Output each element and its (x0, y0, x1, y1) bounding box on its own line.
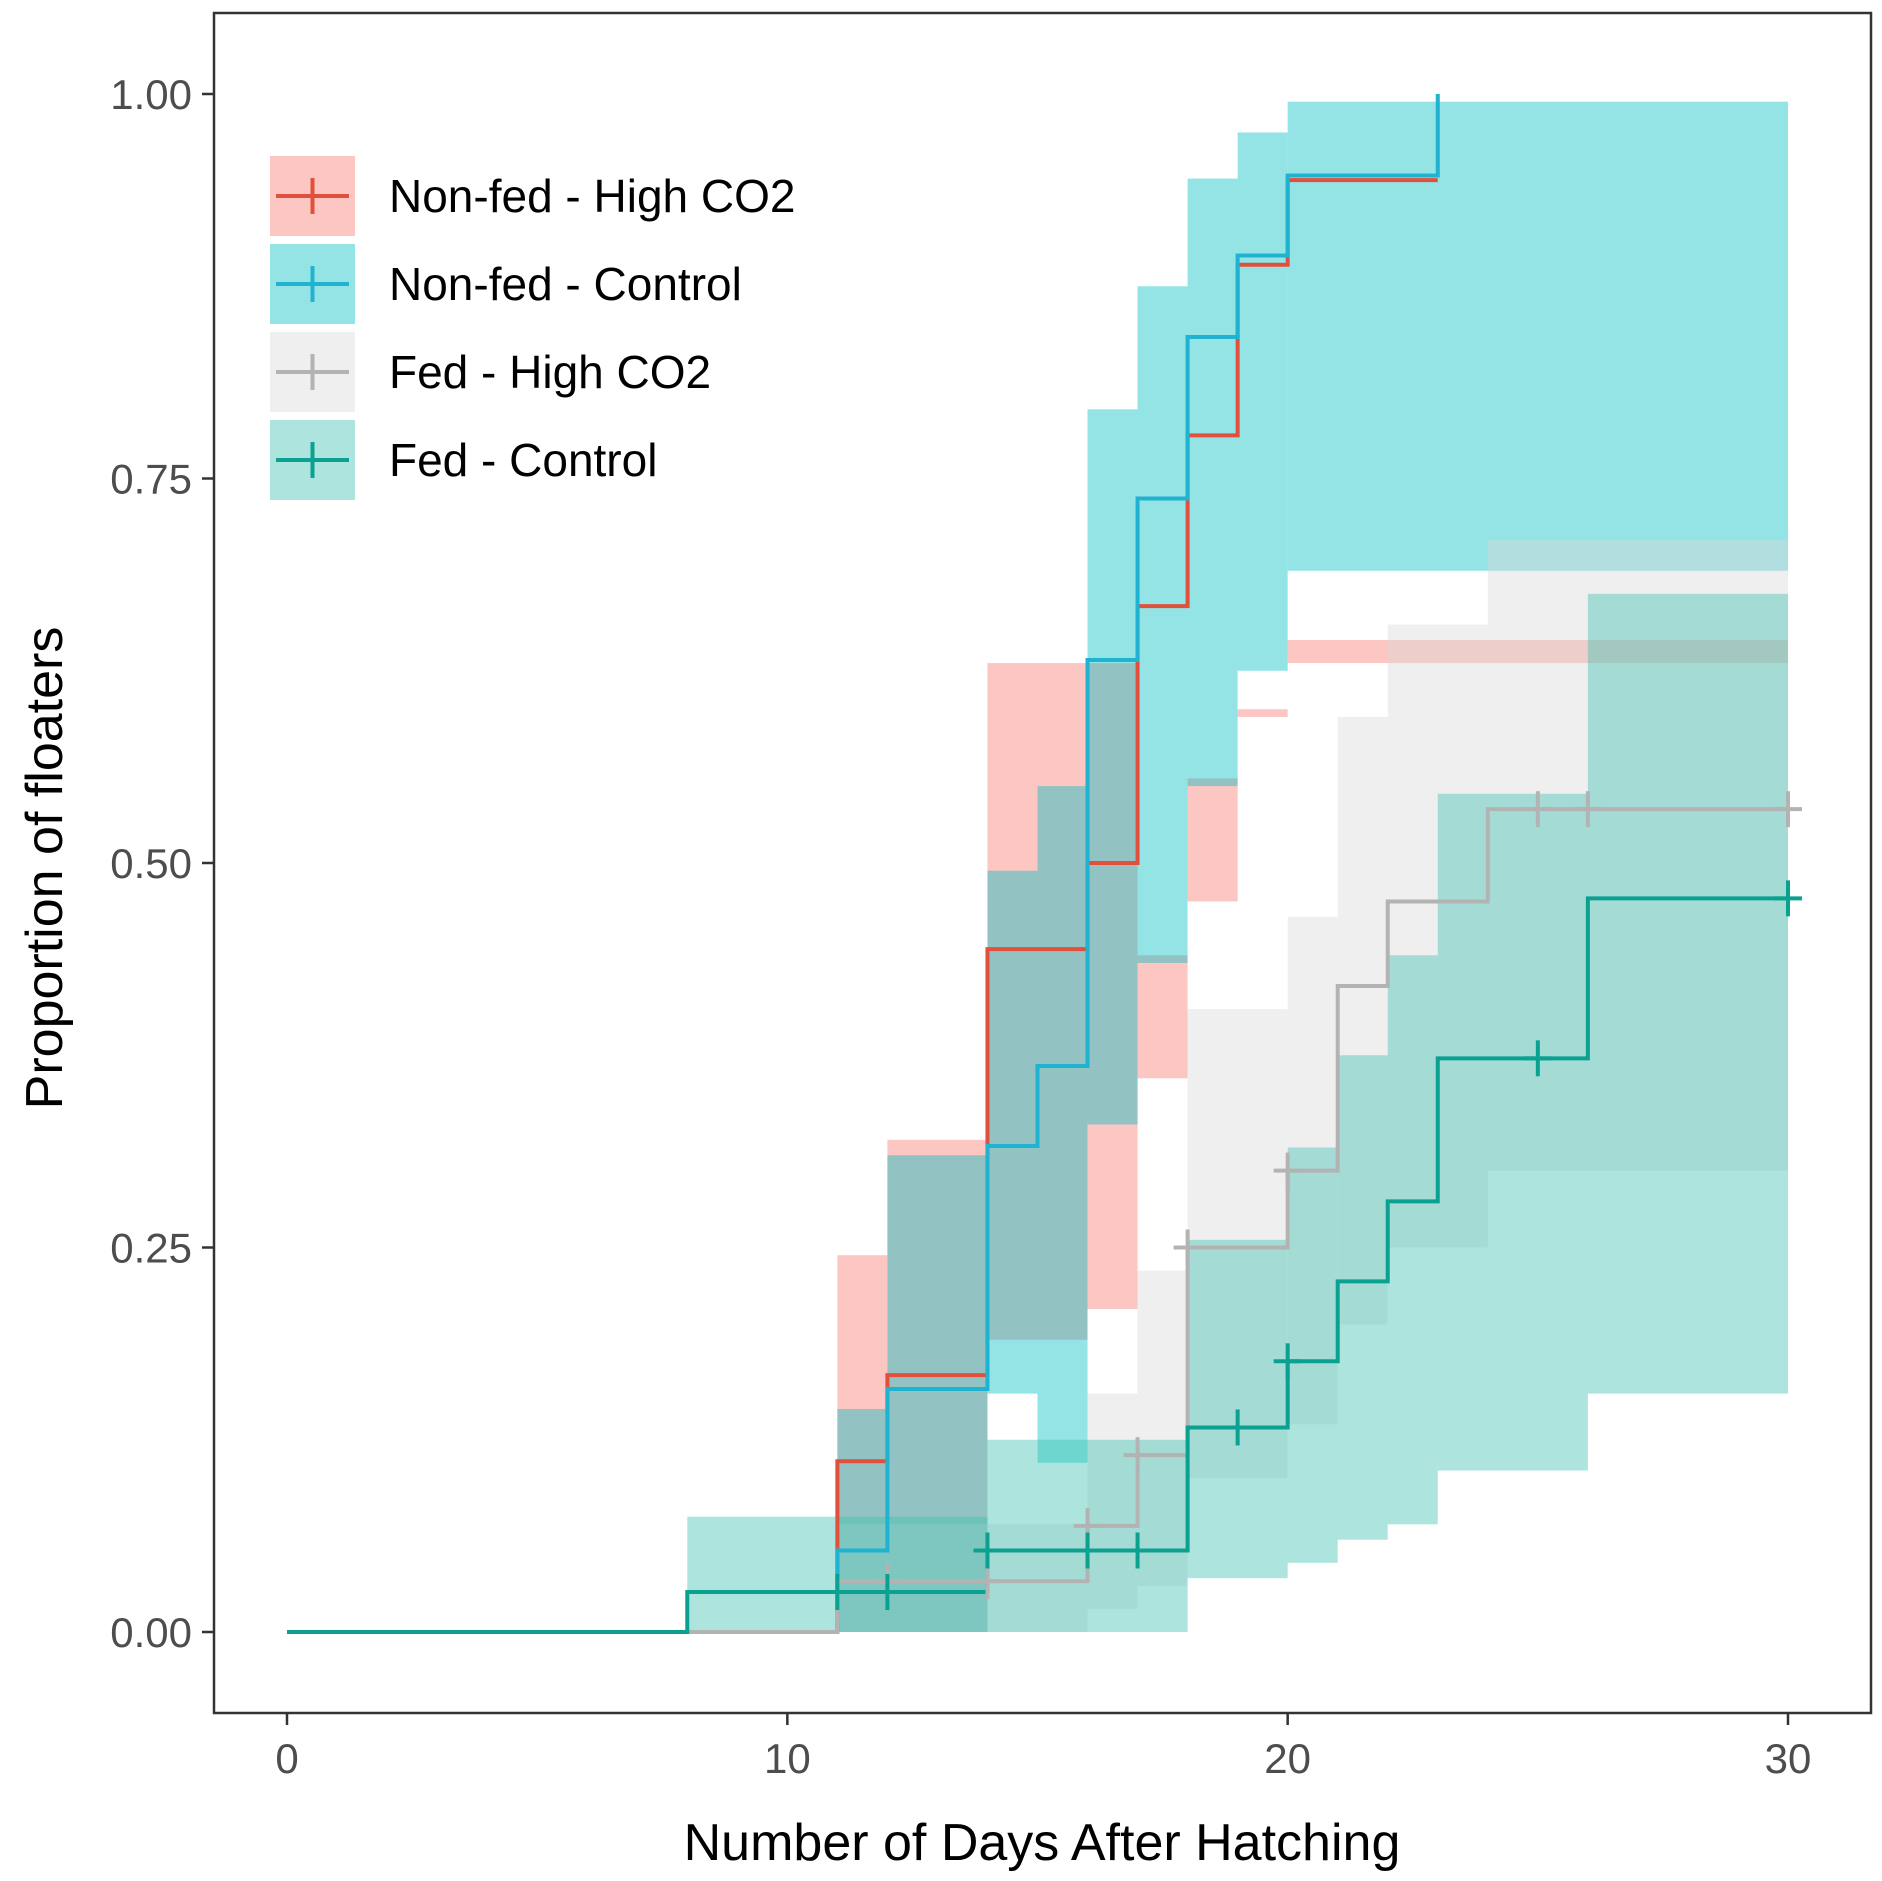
x-tick-label: 10 (764, 1735, 811, 1782)
ci-band-fed-control (1187, 1239, 1288, 1579)
x-axis-title: Number of Days After Hatching (684, 1814, 1401, 1872)
ci-band-non-fed-control (1287, 101, 1438, 571)
ci-band-non-fed-high-co2 (1437, 639, 1788, 664)
censor-mark-fed-high-co2 (1273, 1152, 1302, 1189)
ci-band-fed-high-co2 (1137, 1270, 1188, 1586)
censor-mark-fed-control (1774, 880, 1802, 917)
ci-band-non-fed-high-co2 (987, 663, 1088, 1340)
series-line-non-fed-high-co2 (287, 178, 1438, 1634)
legend-item-fed-high-co2: Fed - High CO2 (270, 332, 711, 412)
ci-band-fed-control (1437, 793, 1588, 1471)
censor-mark-fed-high-co2 (1523, 791, 1552, 828)
ci-band-non-fed-control (1187, 178, 1238, 787)
ci-band-non-fed-control (1137, 286, 1188, 963)
ci-band-non-fed-control (837, 1408, 888, 1632)
ci-band-non-fed-high-co2 (837, 1255, 888, 1632)
x-tick-label: 0 (275, 1735, 298, 1782)
x-axis: 0 10 20 30 (275, 1713, 1811, 1782)
y-axis: 0.00 0.25 0.50 0.75 1.00 (110, 71, 214, 1656)
ci-band-fed-high-co2 (1087, 1393, 1138, 1609)
legend-item-non-fed-control: Non-fed - Control (270, 244, 742, 324)
censor-mark-fed-high-co2 (1774, 791, 1802, 828)
ci-band-non-fed-high-co2 (887, 1139, 988, 1632)
censor-mark-fed-high-co2 (1573, 791, 1602, 828)
censor-mark-fed-high-co2 (1123, 1437, 1152, 1474)
ci-band-fed-high-co2 (1337, 716, 1388, 1325)
ci-band-non-fed-control (1087, 409, 1138, 1125)
ci-band-non-fed-high-co2 (1137, 955, 1188, 1079)
ci-band-fed-control (1287, 1147, 1338, 1563)
series-line-fed-control (287, 896, 1788, 1634)
y-tick-label: 0.25 (110, 1225, 192, 1272)
legend: Non-fed - High CO2 Non-fed - Control Fed -… (270, 156, 796, 500)
ci-band-fed-high-co2 (1187, 1009, 1288, 1479)
ci-band-non-fed-high-co2 (1087, 663, 1138, 1310)
censor-mark-fed-control (873, 1574, 902, 1611)
series-line-fed-high-co2 (287, 807, 1788, 1634)
ci-band-non-fed-control (1037, 786, 1088, 1463)
censor-marks (823, 791, 1802, 1611)
censor-mark-fed-control (973, 1532, 1002, 1569)
ci-band-non-fed-control (987, 870, 1038, 1394)
y-tick-label: 0.00 (110, 1609, 192, 1656)
ci-band-fed-high-co2 (837, 1524, 1088, 1632)
x-tick-label: 20 (1264, 1735, 1311, 1782)
series-line-non-fed-control (287, 94, 1440, 1634)
y-tick-label: 1.00 (110, 71, 192, 118)
censor-mark-fed-control (1223, 1409, 1252, 1446)
x-tick-label: 30 (1765, 1735, 1812, 1782)
legend-item-non-fed-high-co2: Non-fed - High CO2 (270, 156, 796, 236)
ci-band-non-fed-high-co2 (1237, 709, 1288, 717)
legend-label: Non-fed - Control (389, 258, 742, 310)
legend-label: Non-fed - High CO2 (389, 170, 796, 222)
ci-band-non-fed-high-co2 (1287, 639, 1438, 664)
ci-band-non-fed-control (1437, 101, 1788, 571)
ci-band-fed-control (1337, 1055, 1388, 1540)
ci-band-non-fed-control (887, 1155, 988, 1632)
censor-mark-fed-control (823, 1574, 852, 1611)
censor-mark-fed-control (1073, 1532, 1102, 1569)
y-axis-title: Proportion of floaters (16, 627, 74, 1110)
legend-item-fed-control: Fed - Control (270, 420, 657, 500)
ci-band-fed-control (1387, 955, 1438, 1525)
legend-label: Fed - High CO2 (389, 346, 711, 398)
ci-band-non-fed-high-co2 (1187, 778, 1238, 902)
censor-mark-fed-high-co2 (1173, 1229, 1202, 1266)
censor-mark-fed-high-co2 (973, 1563, 1002, 1600)
ci-band-non-fed-control (1237, 132, 1288, 671)
ci-band-fed-control (1587, 593, 1788, 1394)
legend-label: Fed - Control (389, 434, 657, 486)
censor-mark-fed-control (1123, 1532, 1152, 1569)
y-tick-label: 0.75 (110, 456, 192, 503)
censor-mark-fed-control (1273, 1343, 1302, 1380)
censor-mark-fed-control (1523, 1040, 1552, 1077)
y-tick-label: 0.50 (110, 840, 192, 887)
survival-lines (287, 94, 1788, 1634)
